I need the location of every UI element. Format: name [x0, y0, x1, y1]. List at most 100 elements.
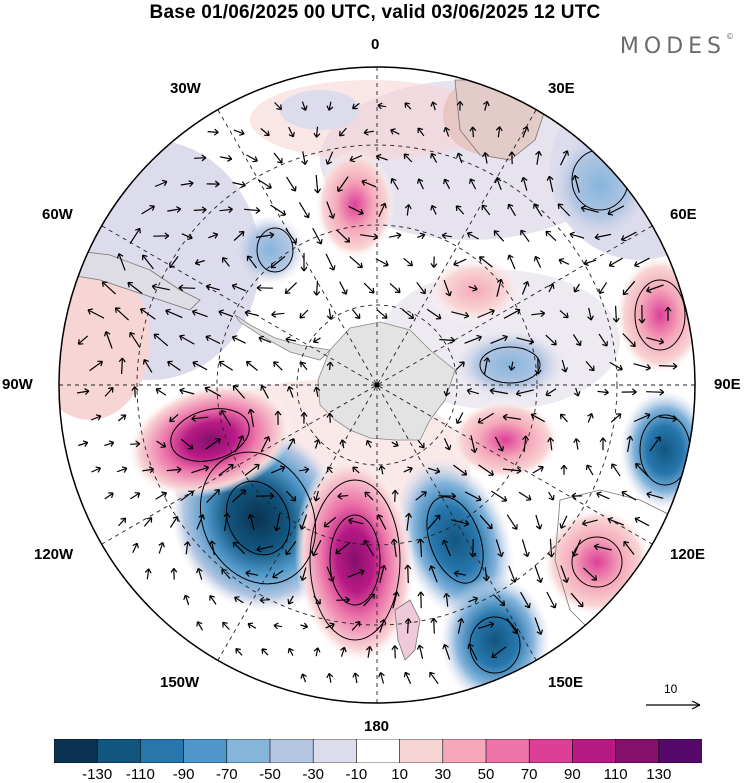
wind-vector-head [378, 672, 385, 678]
wind-vector-head [325, 159, 332, 165]
wind-vector [234, 596, 244, 604]
wind-vector-head [562, 577, 570, 583]
wind-vector-head [434, 467, 441, 475]
wind-vector [560, 413, 568, 423]
wind-vector [495, 539, 503, 557]
wind-vector-head [664, 306, 672, 312]
colorbar-bin [572, 739, 617, 763]
wind-vector [220, 409, 232, 427]
wind-vector-head [435, 313, 442, 320]
wind-vector [117, 414, 127, 422]
wind-vector-head [421, 491, 427, 497]
wind-vector-head [270, 262, 277, 269]
map-boundary [58, 66, 696, 704]
wind-vector-head [108, 440, 115, 447]
wind-vector [246, 154, 258, 162]
colorbar-bin [226, 739, 271, 763]
colorbar-bin [442, 739, 487, 763]
wind-vector-head [493, 230, 500, 236]
wind-vector-head [314, 439, 321, 445]
wind-vector-head [327, 466, 333, 473]
wind-vector-head [264, 436, 271, 442]
wind-vector [634, 517, 650, 527]
wind-vector-head [617, 364, 623, 371]
wind-vector-head [407, 260, 413, 267]
wind-vector-head [313, 647, 321, 653]
wind-vector [404, 102, 412, 110]
wind-vector [288, 386, 294, 398]
wind-vector [407, 564, 409, 584]
wind-vector [497, 126, 501, 138]
wind-vector [445, 388, 449, 396]
wind-vector-head [365, 439, 372, 446]
wind-vector-head [502, 334, 508, 342]
wind-vector-head [550, 602, 557, 609]
wind-vector-head [638, 318, 646, 324]
wind-vector [336, 229, 350, 243]
wind-vector [575, 438, 579, 450]
wind-vector-head [620, 235, 627, 242]
wind-vector [285, 228, 297, 244]
wind-vector-head [183, 541, 191, 547]
wind-vector-head [363, 128, 369, 136]
wind-vector [328, 101, 332, 111]
wind-vector-head [142, 254, 148, 261]
wind-vector [508, 565, 516, 583]
wind-vector [328, 673, 332, 683]
wind-vector-head [535, 150, 542, 156]
wind-vector-head [488, 621, 495, 629]
colorbar-tick-label: -10 [345, 766, 368, 783]
wind-vector [573, 283, 581, 293]
lon-label-30w: 30W [170, 80, 201, 97]
wind-vector-head [121, 466, 128, 473]
wind-vector [104, 492, 114, 500]
wind-vector [445, 593, 449, 607]
wind-vector [335, 542, 351, 554]
wind-vector-head [134, 492, 141, 499]
wind-vector [548, 176, 554, 192]
wind-vector [169, 516, 179, 528]
wind-vector-head [470, 447, 478, 454]
wind-vector [314, 439, 320, 449]
wind-vector-head [573, 438, 581, 444]
wind-vector-head [472, 596, 479, 603]
wind-vector-head [486, 523, 493, 530]
wind-vector-head [522, 435, 530, 441]
wind-vector-head [238, 230, 245, 237]
wind-vector-head [328, 576, 335, 582]
wind-vector [218, 310, 234, 318]
wind-vector-head [428, 565, 436, 571]
wind-vector-head [575, 340, 582, 347]
lon-label-90e: 90E [714, 376, 741, 393]
wind-vector-head [205, 335, 211, 342]
wind-vector-head [443, 391, 451, 397]
wind-vector [233, 231, 245, 241]
wind-vector [560, 515, 568, 529]
wind-vector [417, 439, 425, 449]
wind-vector-head [516, 467, 522, 475]
wind-vector [522, 177, 528, 191]
wind-vector-head [215, 438, 221, 444]
wind-vector-head [394, 287, 401, 294]
wind-vector-head [405, 512, 413, 518]
wind-vector-head [453, 260, 459, 267]
wind-vector-head [561, 367, 569, 373]
wind-vector-head [633, 261, 640, 268]
wind-vector-head [135, 440, 141, 448]
wind-vector-head [352, 672, 360, 678]
colorbar-tick-label: -110 [125, 766, 155, 783]
wind-vector [315, 126, 319, 138]
wind-vector [339, 281, 347, 295]
wind-vector [256, 234, 274, 238]
wind-vector [118, 517, 126, 527]
wind-vector-head [644, 412, 651, 420]
colorbar-bin [485, 739, 530, 763]
wind-vector [572, 539, 582, 557]
wind-vector-head [272, 572, 278, 579]
wind-vector [256, 545, 274, 551]
wind-vector [415, 491, 427, 501]
wind-vector-head [290, 495, 297, 502]
wind-vector [352, 466, 360, 474]
colorbar-bin [269, 739, 314, 763]
wind-vector-head [611, 463, 617, 469]
